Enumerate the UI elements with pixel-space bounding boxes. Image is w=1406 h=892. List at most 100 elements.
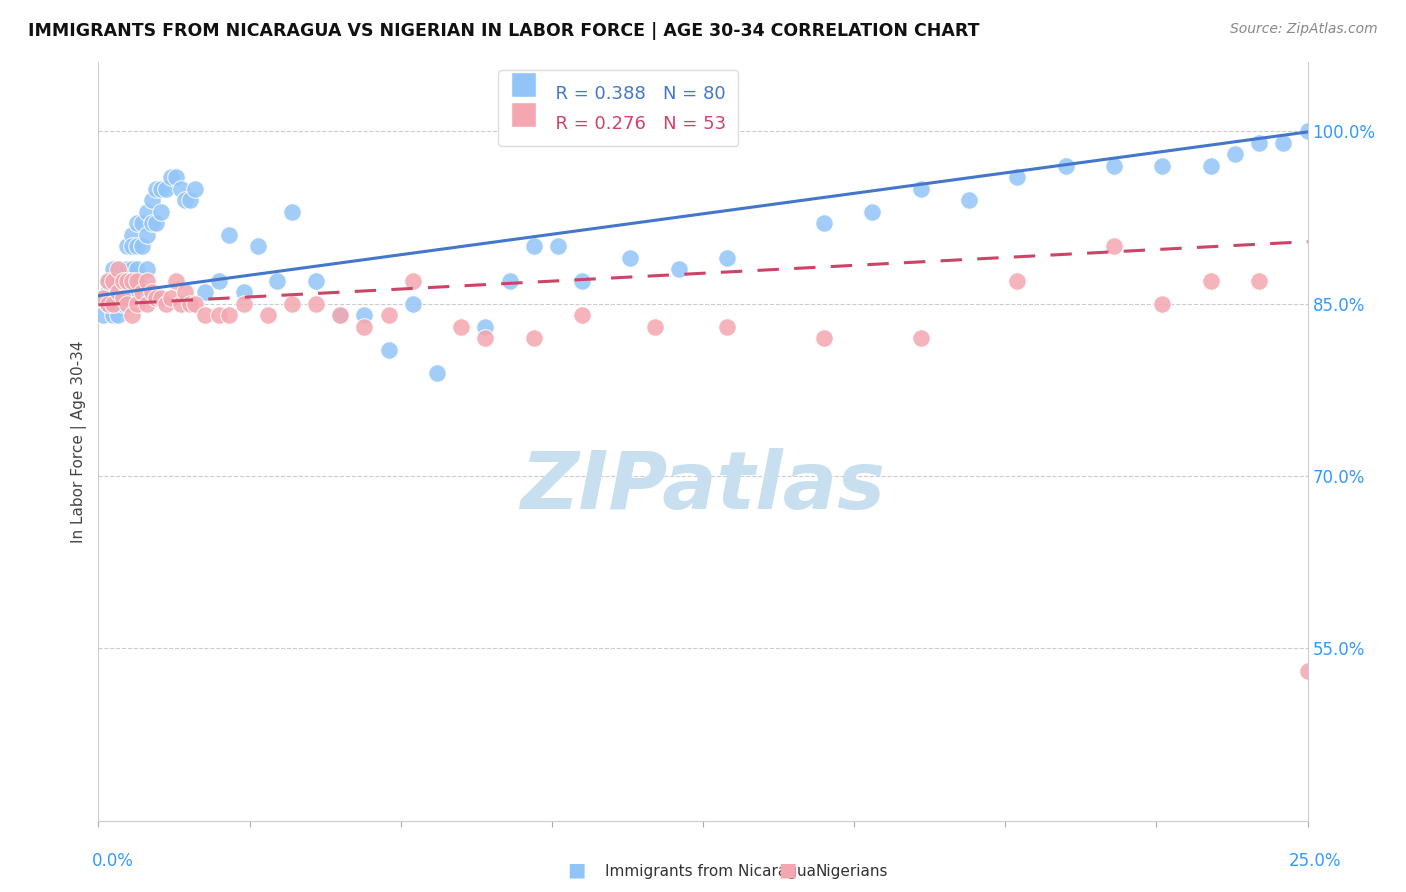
Point — [1054, 159, 1077, 173]
Point — [121, 308, 143, 322]
Point — [218, 308, 240, 322]
Point — [377, 308, 399, 322]
Point — [1152, 296, 1174, 310]
Point — [523, 331, 546, 345]
Point — [184, 296, 207, 310]
Point — [218, 227, 240, 242]
Point — [131, 239, 153, 253]
Point — [179, 296, 201, 310]
Point — [127, 262, 149, 277]
Point — [266, 274, 288, 288]
Point — [127, 216, 149, 230]
Point — [910, 331, 932, 345]
Point — [1152, 159, 1174, 173]
Point — [141, 194, 163, 208]
Point — [145, 216, 167, 230]
Point — [450, 319, 472, 334]
Text: ■: ■ — [567, 860, 586, 880]
Point — [107, 296, 129, 310]
Point — [117, 274, 139, 288]
Text: 0.0%: 0.0% — [91, 852, 134, 870]
Point — [127, 296, 149, 310]
Point — [247, 239, 270, 253]
Point — [1296, 665, 1319, 679]
Point — [165, 170, 187, 185]
Point — [716, 251, 738, 265]
Point — [135, 296, 157, 310]
Point — [305, 296, 328, 310]
Point — [232, 296, 254, 310]
Point — [117, 262, 139, 277]
Point — [1102, 159, 1125, 173]
Point — [208, 274, 231, 288]
Point — [813, 331, 835, 345]
Point — [174, 194, 197, 208]
Point — [957, 194, 980, 208]
Point — [97, 285, 120, 300]
Point — [208, 308, 231, 322]
Point — [813, 216, 835, 230]
Point — [194, 285, 217, 300]
Text: Source: ZipAtlas.com: Source: ZipAtlas.com — [1230, 22, 1378, 37]
Point — [1272, 136, 1295, 150]
Text: Nigerians: Nigerians — [815, 864, 889, 879]
Point — [101, 296, 124, 310]
Point — [281, 296, 304, 310]
Point — [97, 296, 120, 310]
Point — [91, 308, 114, 322]
Point — [121, 239, 143, 253]
Point — [160, 291, 183, 305]
Point — [402, 274, 425, 288]
Point — [107, 308, 129, 322]
Point — [910, 182, 932, 196]
Point — [135, 262, 157, 277]
Point — [1199, 274, 1222, 288]
Point — [111, 291, 134, 305]
Point — [111, 262, 134, 277]
Point — [498, 274, 520, 288]
Point — [127, 274, 149, 288]
Point — [169, 182, 191, 196]
Point — [141, 285, 163, 300]
Point — [117, 274, 139, 288]
Point — [860, 204, 883, 219]
Y-axis label: In Labor Force | Age 30-34: In Labor Force | Age 30-34 — [72, 340, 87, 543]
Point — [117, 296, 139, 310]
Point — [150, 291, 173, 305]
Point — [121, 262, 143, 277]
Point — [353, 308, 375, 322]
Point — [1007, 170, 1029, 185]
Point — [305, 274, 328, 288]
Point — [194, 308, 217, 322]
Point — [179, 194, 201, 208]
Point — [107, 274, 129, 288]
Point — [121, 274, 143, 288]
Point — [619, 251, 641, 265]
Point — [474, 319, 496, 334]
Point — [107, 285, 129, 300]
Text: 25.0%: 25.0% — [1288, 852, 1341, 870]
Point — [111, 274, 134, 288]
Point — [474, 331, 496, 345]
Point — [135, 204, 157, 219]
Point — [101, 274, 124, 288]
Point — [402, 296, 425, 310]
Point — [101, 308, 124, 322]
Point — [131, 216, 153, 230]
Point — [281, 204, 304, 219]
Point — [150, 182, 173, 196]
Point — [232, 285, 254, 300]
Point — [91, 291, 114, 305]
Point — [644, 319, 666, 334]
Point — [1296, 124, 1319, 138]
Point — [716, 319, 738, 334]
Point — [1007, 274, 1029, 288]
Point — [1249, 136, 1271, 150]
Point — [668, 262, 690, 277]
Point — [1199, 159, 1222, 173]
Point — [1223, 147, 1246, 161]
Point — [571, 308, 593, 322]
Point — [145, 291, 167, 305]
Point — [184, 182, 207, 196]
Point — [169, 296, 191, 310]
